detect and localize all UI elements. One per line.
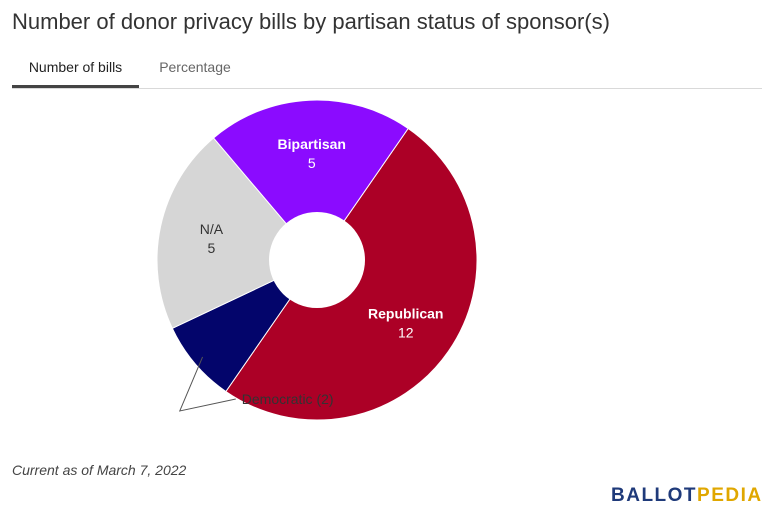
slice-label-bipartisan: Bipartisan (278, 136, 346, 152)
slice-bipartisan[interactable] (212, 99, 409, 261)
donut-hole (269, 212, 365, 308)
callout-label-democratic: Democratic (2) (242, 391, 334, 407)
slice-value-republican: 12 (398, 325, 414, 341)
slice-label-n-a: N/A (200, 221, 224, 237)
slice-value-n-a: 5 (208, 240, 216, 256)
logo-part-ballot: BALLOT (611, 485, 698, 506)
ballotpedia-logo: BALLOTPEDIA (611, 485, 763, 507)
chart-title: Number of donor privacy bills by partisa… (12, 9, 610, 34)
tab-number-of-bills[interactable]: Number of bills (12, 55, 139, 88)
slice-n-a[interactable] (156, 137, 318, 329)
callout-line-democratic (178, 356, 236, 412)
logo-part-pedia: PEDIA (697, 485, 763, 506)
tab-bar: Number of bills Percentage (12, 55, 762, 89)
footnote: Current as of March 7, 2022 (12, 462, 187, 478)
donut-chart: Republican 12 Democratic (2) N/A 5 Bipartisan… (156, 99, 478, 421)
slice-label-republican: Republican (368, 306, 443, 322)
slice-value-bipartisan: 5 (308, 155, 316, 171)
tab-percentage[interactable]: Percentage (159, 59, 231, 75)
